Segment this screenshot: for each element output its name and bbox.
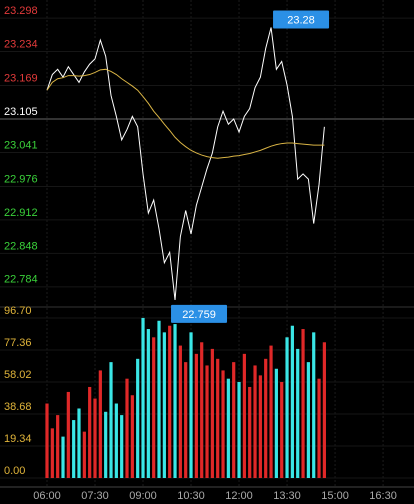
volume-bar bbox=[194, 353, 198, 478]
volume-bar bbox=[82, 431, 86, 478]
volume-bar bbox=[136, 358, 140, 478]
volume-bar bbox=[296, 348, 300, 478]
volume-bar bbox=[56, 415, 60, 478]
x-tick-label: 12:00 bbox=[225, 490, 253, 502]
volume-bar bbox=[253, 365, 257, 478]
volume-bar bbox=[216, 358, 220, 478]
volume-bar bbox=[45, 403, 49, 478]
volume-bar bbox=[248, 386, 252, 478]
volume-bar bbox=[120, 415, 124, 478]
volume-bar bbox=[184, 362, 188, 478]
volume-bar bbox=[317, 378, 321, 478]
annotation-label: 22.759 bbox=[182, 309, 216, 321]
volume-bar bbox=[237, 382, 241, 478]
volume-bar bbox=[162, 332, 166, 478]
volume-bar bbox=[269, 345, 273, 478]
volume-bar bbox=[98, 370, 102, 478]
y-tick-label: 38.68 bbox=[4, 401, 32, 413]
volume-bar bbox=[114, 403, 118, 478]
volume-bar bbox=[104, 411, 108, 478]
volume-bar bbox=[146, 329, 150, 478]
price-line bbox=[46, 68, 325, 159]
volume-bar bbox=[125, 378, 129, 478]
volume-bar bbox=[66, 391, 70, 478]
x-tick-label: 06:00 bbox=[33, 490, 61, 502]
annotation-box bbox=[171, 304, 228, 323]
y-tick-label: 23.041 bbox=[4, 139, 38, 151]
y-tick-label: 22.912 bbox=[4, 207, 38, 219]
y-tick-label: 77.36 bbox=[4, 337, 32, 349]
volume-bar bbox=[50, 428, 54, 478]
y-tick-label: 22.976 bbox=[4, 173, 38, 185]
volume-bar bbox=[88, 386, 92, 478]
volume-bar bbox=[306, 362, 310, 478]
volume-bar bbox=[173, 324, 177, 478]
volume-bar bbox=[290, 325, 294, 478]
x-tick-label: 16:30 bbox=[369, 490, 397, 502]
volume-bar bbox=[280, 382, 284, 478]
volume-bar bbox=[109, 362, 113, 478]
x-tick-label: 13:30 bbox=[273, 490, 301, 502]
price-line bbox=[46, 27, 325, 300]
volume-bar bbox=[232, 362, 236, 478]
volume-bar bbox=[285, 337, 289, 478]
annotation-box bbox=[273, 10, 330, 29]
volume-bar bbox=[168, 325, 172, 478]
volume-bar bbox=[312, 332, 316, 478]
volume-bar bbox=[72, 420, 76, 478]
x-tick-label: 10:30 bbox=[177, 490, 205, 502]
volume-bar bbox=[264, 358, 268, 478]
volume-bar bbox=[205, 365, 209, 478]
volume-bar bbox=[210, 348, 214, 478]
volume-bar bbox=[242, 353, 246, 478]
volume-bar bbox=[221, 370, 225, 478]
y-tick-label: 23.234 bbox=[4, 38, 38, 50]
y-tick-label: 22.784 bbox=[4, 274, 38, 286]
annotation-label: 23.28 bbox=[287, 14, 315, 26]
volume-bar bbox=[77, 408, 81, 478]
x-tick-label: 07:30 bbox=[81, 490, 109, 502]
volume-bar bbox=[322, 342, 326, 478]
x-tick-label: 09:00 bbox=[129, 490, 157, 502]
volume-bar bbox=[61, 436, 65, 478]
volume-bar bbox=[178, 345, 182, 478]
volume-bar bbox=[226, 378, 230, 478]
y-tick-label: 96.70 bbox=[4, 305, 32, 317]
volume-bar bbox=[152, 337, 156, 478]
y-tick-label: 19.34 bbox=[4, 433, 32, 445]
volume-bar bbox=[130, 395, 134, 478]
y-tick-label: 23.169 bbox=[4, 72, 38, 84]
volume-bar bbox=[274, 368, 278, 478]
volume-bar bbox=[301, 329, 305, 478]
y-tick-label: 23.105 bbox=[4, 106, 38, 118]
volume-bar bbox=[200, 342, 204, 478]
y-tick-label: 22.848 bbox=[4, 240, 38, 252]
volume-bar bbox=[93, 398, 97, 478]
volume-bar bbox=[189, 332, 193, 478]
y-tick-label: 58.02 bbox=[4, 369, 32, 381]
volume-bar bbox=[157, 320, 161, 478]
y-tick-label: 0.00 bbox=[4, 465, 25, 477]
volume-bar bbox=[141, 317, 145, 478]
volume-bar bbox=[258, 375, 262, 478]
x-tick-label: 15:00 bbox=[321, 490, 349, 502]
y-tick-label: 23.298 bbox=[4, 5, 38, 17]
